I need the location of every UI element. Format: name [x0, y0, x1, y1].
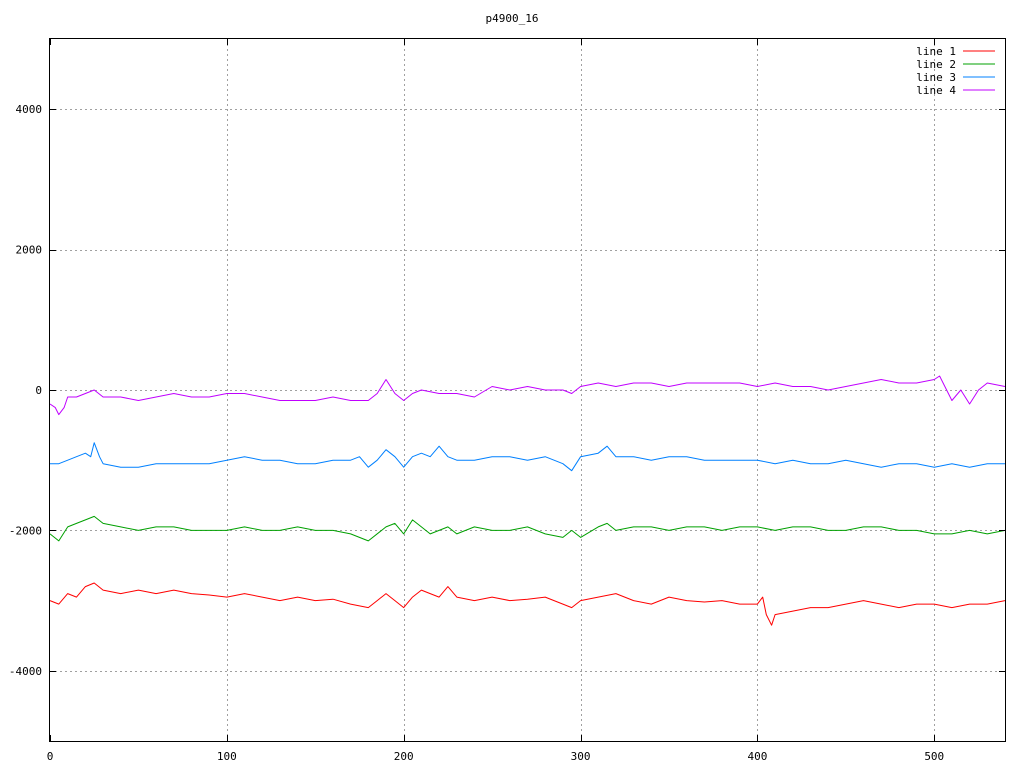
- series-line-2: [49, 515, 1006, 542]
- legend-label: line 1: [916, 45, 956, 58]
- series-line-4: [49, 375, 1006, 416]
- x-tick-label: 100: [217, 750, 237, 763]
- chart-title: p4900_16: [486, 12, 539, 25]
- y-tick-label: -2000: [9, 524, 42, 537]
- y-tick-label: -4000: [9, 665, 42, 678]
- y-tick-label: 0: [35, 384, 42, 397]
- plot-frame: [49, 38, 1006, 742]
- grid: [50, 39, 1005, 741]
- x-tick-label: 500: [924, 750, 944, 763]
- y-tick-label: 4000: [16, 103, 43, 116]
- legend-label: line 4: [916, 84, 956, 97]
- x-tick-label: 400: [747, 750, 767, 763]
- legend-label: line 2: [916, 58, 956, 71]
- x-tick-label: 200: [394, 750, 414, 763]
- x-tick-label: 0: [47, 750, 54, 763]
- series-layer: [49, 375, 1006, 626]
- y-tick-label: 2000: [16, 244, 43, 257]
- axes: 0 100 200 300 400 500 -4000 -2000 0 2000 4000: [9, 39, 1005, 763]
- x-tick-label: 300: [571, 750, 591, 763]
- series-line-1: [49, 582, 1006, 626]
- legend-label: line 3: [916, 71, 956, 84]
- series-line-3: [50, 442, 1005, 472]
